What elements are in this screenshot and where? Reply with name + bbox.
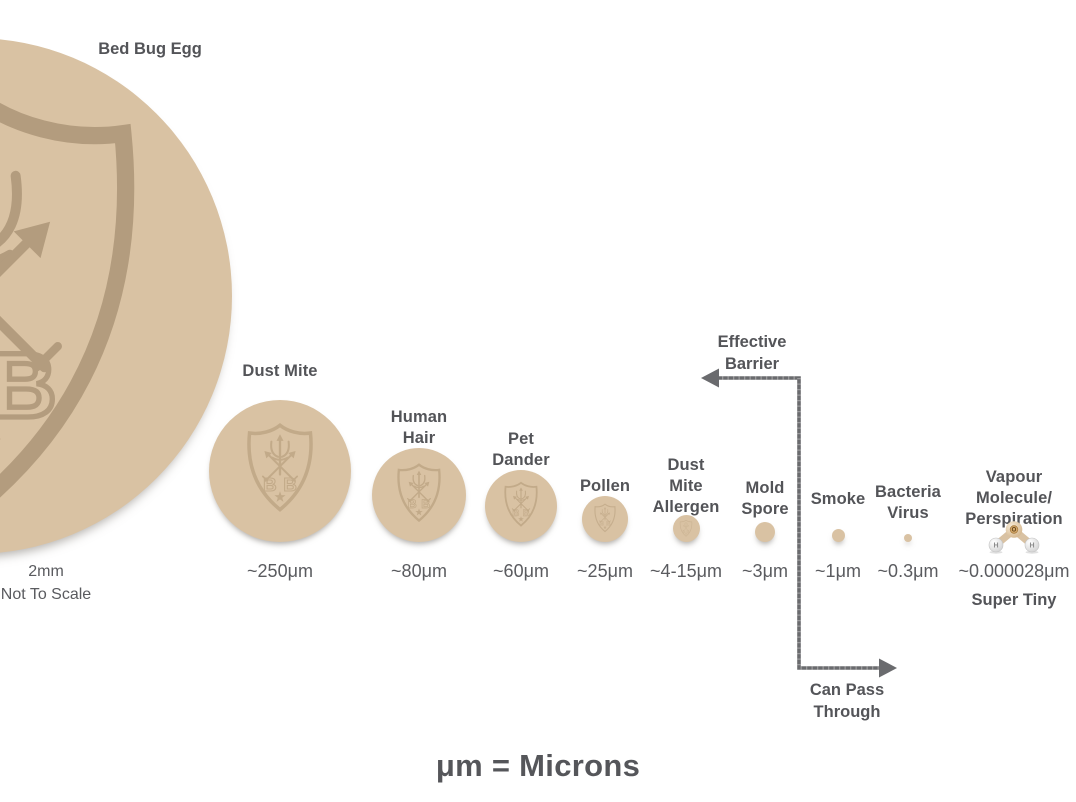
particle-circle xyxy=(372,448,466,542)
particle-item-vapour-molecule: Vapour Molecule/ Perspiration O H H ~0.0… xyxy=(939,0,1076,802)
effective-barrier-label: Effective Barrier xyxy=(717,333,787,373)
particle-item-dust-mite: Dust Mite ~250μm xyxy=(205,0,355,802)
molecule-h-right-label: H xyxy=(1029,543,1034,550)
particle-circle xyxy=(672,515,700,542)
arrowhead-right-icon xyxy=(879,658,897,678)
particle-size: ~1μm xyxy=(815,561,861,581)
particle-label: Bacteria Virus xyxy=(875,483,941,522)
particle-size: ~80μm xyxy=(391,561,447,581)
particle-circle xyxy=(755,522,775,542)
particle-label: Vapour Molecule/ Perspiration xyxy=(965,468,1063,528)
particle-label: Pet Dander xyxy=(492,430,550,469)
brand-shield-logo xyxy=(592,503,619,533)
molecule-h-left-label: H xyxy=(993,543,998,550)
brand-shield-logo xyxy=(500,481,542,529)
particle-note: Super Tiny xyxy=(971,591,1057,609)
particle-size-bed-bug-egg: 2mm Not To Scale xyxy=(0,560,121,606)
particle-circle xyxy=(209,400,351,542)
brand-shield-logo xyxy=(239,421,321,515)
particle-circle xyxy=(582,496,628,542)
brand-shield-logo xyxy=(678,519,694,537)
brand-shield-logo xyxy=(392,462,447,524)
size-value: 2mm xyxy=(28,563,64,580)
particle-item-human-hair: Human Hair ~80μm xyxy=(344,0,494,802)
particle-item-dust-mite-allergen: Dust Mite Allergen ~4-15μm xyxy=(611,0,761,802)
particle-label: Mold Spore xyxy=(741,479,789,518)
particle-label: Human Hair xyxy=(390,408,448,447)
can-pass-through-label: Can Pass Through xyxy=(809,681,885,721)
particle-size: ~4-15μm xyxy=(650,561,722,581)
particle-label: Pollen xyxy=(579,477,631,495)
water-molecule-icon: O H H xyxy=(988,521,1040,554)
particle-circle xyxy=(831,529,845,542)
particle-size: ~0.3μm xyxy=(877,561,939,581)
particle-label: Smoke xyxy=(810,490,866,508)
scale-note: Not To Scale xyxy=(0,586,92,603)
particle-item-pet-dander: Pet Dander ~60μm xyxy=(446,0,596,802)
particle-size: ~60μm xyxy=(493,561,549,581)
particle-size: ~3μm xyxy=(742,561,788,581)
brand-shield-logo xyxy=(0,76,165,536)
microns-legend: μm = Microns xyxy=(435,748,641,783)
particle-circle xyxy=(904,534,912,542)
particle-label-bed-bug-egg: Bed Bug Egg xyxy=(98,40,202,58)
particle-circle xyxy=(485,470,557,542)
particle-label: Dust Mite Allergen xyxy=(652,456,720,516)
particle-size: ~25μm xyxy=(577,561,633,581)
particle-circle-bed-bug-egg xyxy=(0,38,232,554)
molecule-o-label: O xyxy=(1012,528,1017,534)
particle-size: ~0.000028μm xyxy=(958,561,1070,581)
particle-item-pollen: Pollen ~25μm xyxy=(530,0,680,802)
particle-size: ~250μm xyxy=(247,561,313,581)
